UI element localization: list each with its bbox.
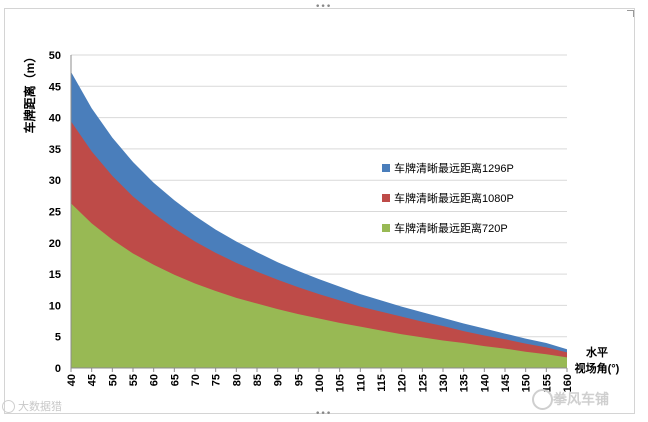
legend-label-0: 车牌清晰最远距离1296P: [394, 161, 514, 175]
x-tick-155: 155: [541, 374, 553, 392]
watermark-left: 大数据猎: [18, 400, 62, 413]
y-tick-5: 5: [55, 332, 61, 344]
x-axis-label-line2: 视场角(°): [575, 361, 620, 375]
x-tick-80: 80: [231, 374, 243, 386]
y-tick-40: 40: [49, 113, 61, 125]
x-tick-90: 90: [273, 374, 285, 386]
y-tick-25: 25: [49, 207, 61, 219]
x-tick-labels: 40 45 50 55 60 65 70 75 80 85 90 95 100 105 110 115 120 1…: [66, 368, 574, 392]
x-axis-label-line1: 水平: [586, 345, 608, 359]
legend-label-1: 车牌清晰最远距离1080P: [394, 191, 514, 205]
x-tick-125: 125: [417, 374, 429, 392]
y-tick-labels: 0 5 10 15 20 25 30 35 40 45 50: [49, 50, 61, 375]
x-tick-100: 100: [314, 374, 326, 392]
x-tick-145: 145: [500, 374, 512, 392]
x-tick-105: 105: [335, 374, 347, 392]
y-tick-20: 20: [49, 238, 61, 250]
x-tick-130: 130: [438, 374, 450, 392]
x-tick-85: 85: [252, 374, 264, 386]
chart-areas: [71, 71, 567, 369]
x-tick-65: 65: [169, 374, 181, 386]
y-axis-label: 车牌距离（m）: [22, 51, 37, 134]
y-tick-30: 30: [49, 175, 61, 187]
legend-swatch-2: [382, 224, 390, 232]
area-series-2: [71, 203, 567, 368]
x-tick-75: 75: [211, 374, 223, 386]
x-tick-120: 120: [397, 374, 409, 392]
x-tick-160: 160: [562, 374, 574, 392]
x-tick-50: 50: [107, 374, 119, 386]
x-tick-40: 40: [66, 374, 78, 386]
y-tick-15: 15: [49, 269, 61, 281]
legend-label-2: 车牌清晰最远距离720P: [394, 221, 508, 235]
x-tick-110: 110: [355, 374, 367, 392]
x-tick-60: 60: [149, 374, 161, 386]
resize-handle-top[interactable]: •••: [315, 2, 332, 12]
x-tick-95: 95: [293, 374, 305, 386]
watermark-logo-right-icon: [532, 389, 553, 410]
x-tick-135: 135: [459, 374, 471, 392]
chart-border: [4, 8, 635, 414]
watermark-right: 拳风车铺: [553, 392, 609, 408]
x-tick-70: 70: [190, 374, 202, 386]
chart-legend: 车牌清晰最远距离1296P 车牌清晰最远距离1080P 车牌清晰最远距离720P: [382, 161, 514, 235]
x-tick-115: 115: [376, 374, 388, 392]
x-tick-150: 150: [521, 374, 533, 392]
legend-swatch-0: [382, 164, 390, 172]
resize-corner-icon[interactable]: [627, 10, 634, 17]
watermark-logo-left-icon: [2, 400, 15, 413]
y-tick-35: 35: [49, 144, 61, 156]
y-tick-45: 45: [49, 81, 61, 93]
x-tick-140: 140: [479, 374, 491, 392]
legend-swatch-1: [382, 194, 390, 202]
y-tick-10: 10: [49, 300, 61, 312]
x-tick-55: 55: [128, 374, 140, 386]
x-tick-45: 45: [87, 374, 99, 386]
resize-handle-bottom[interactable]: •••: [315, 409, 332, 419]
y-tick-0: 0: [55, 363, 61, 375]
y-tick-50: 50: [49, 50, 61, 62]
grid-lines: [71, 54, 567, 338]
